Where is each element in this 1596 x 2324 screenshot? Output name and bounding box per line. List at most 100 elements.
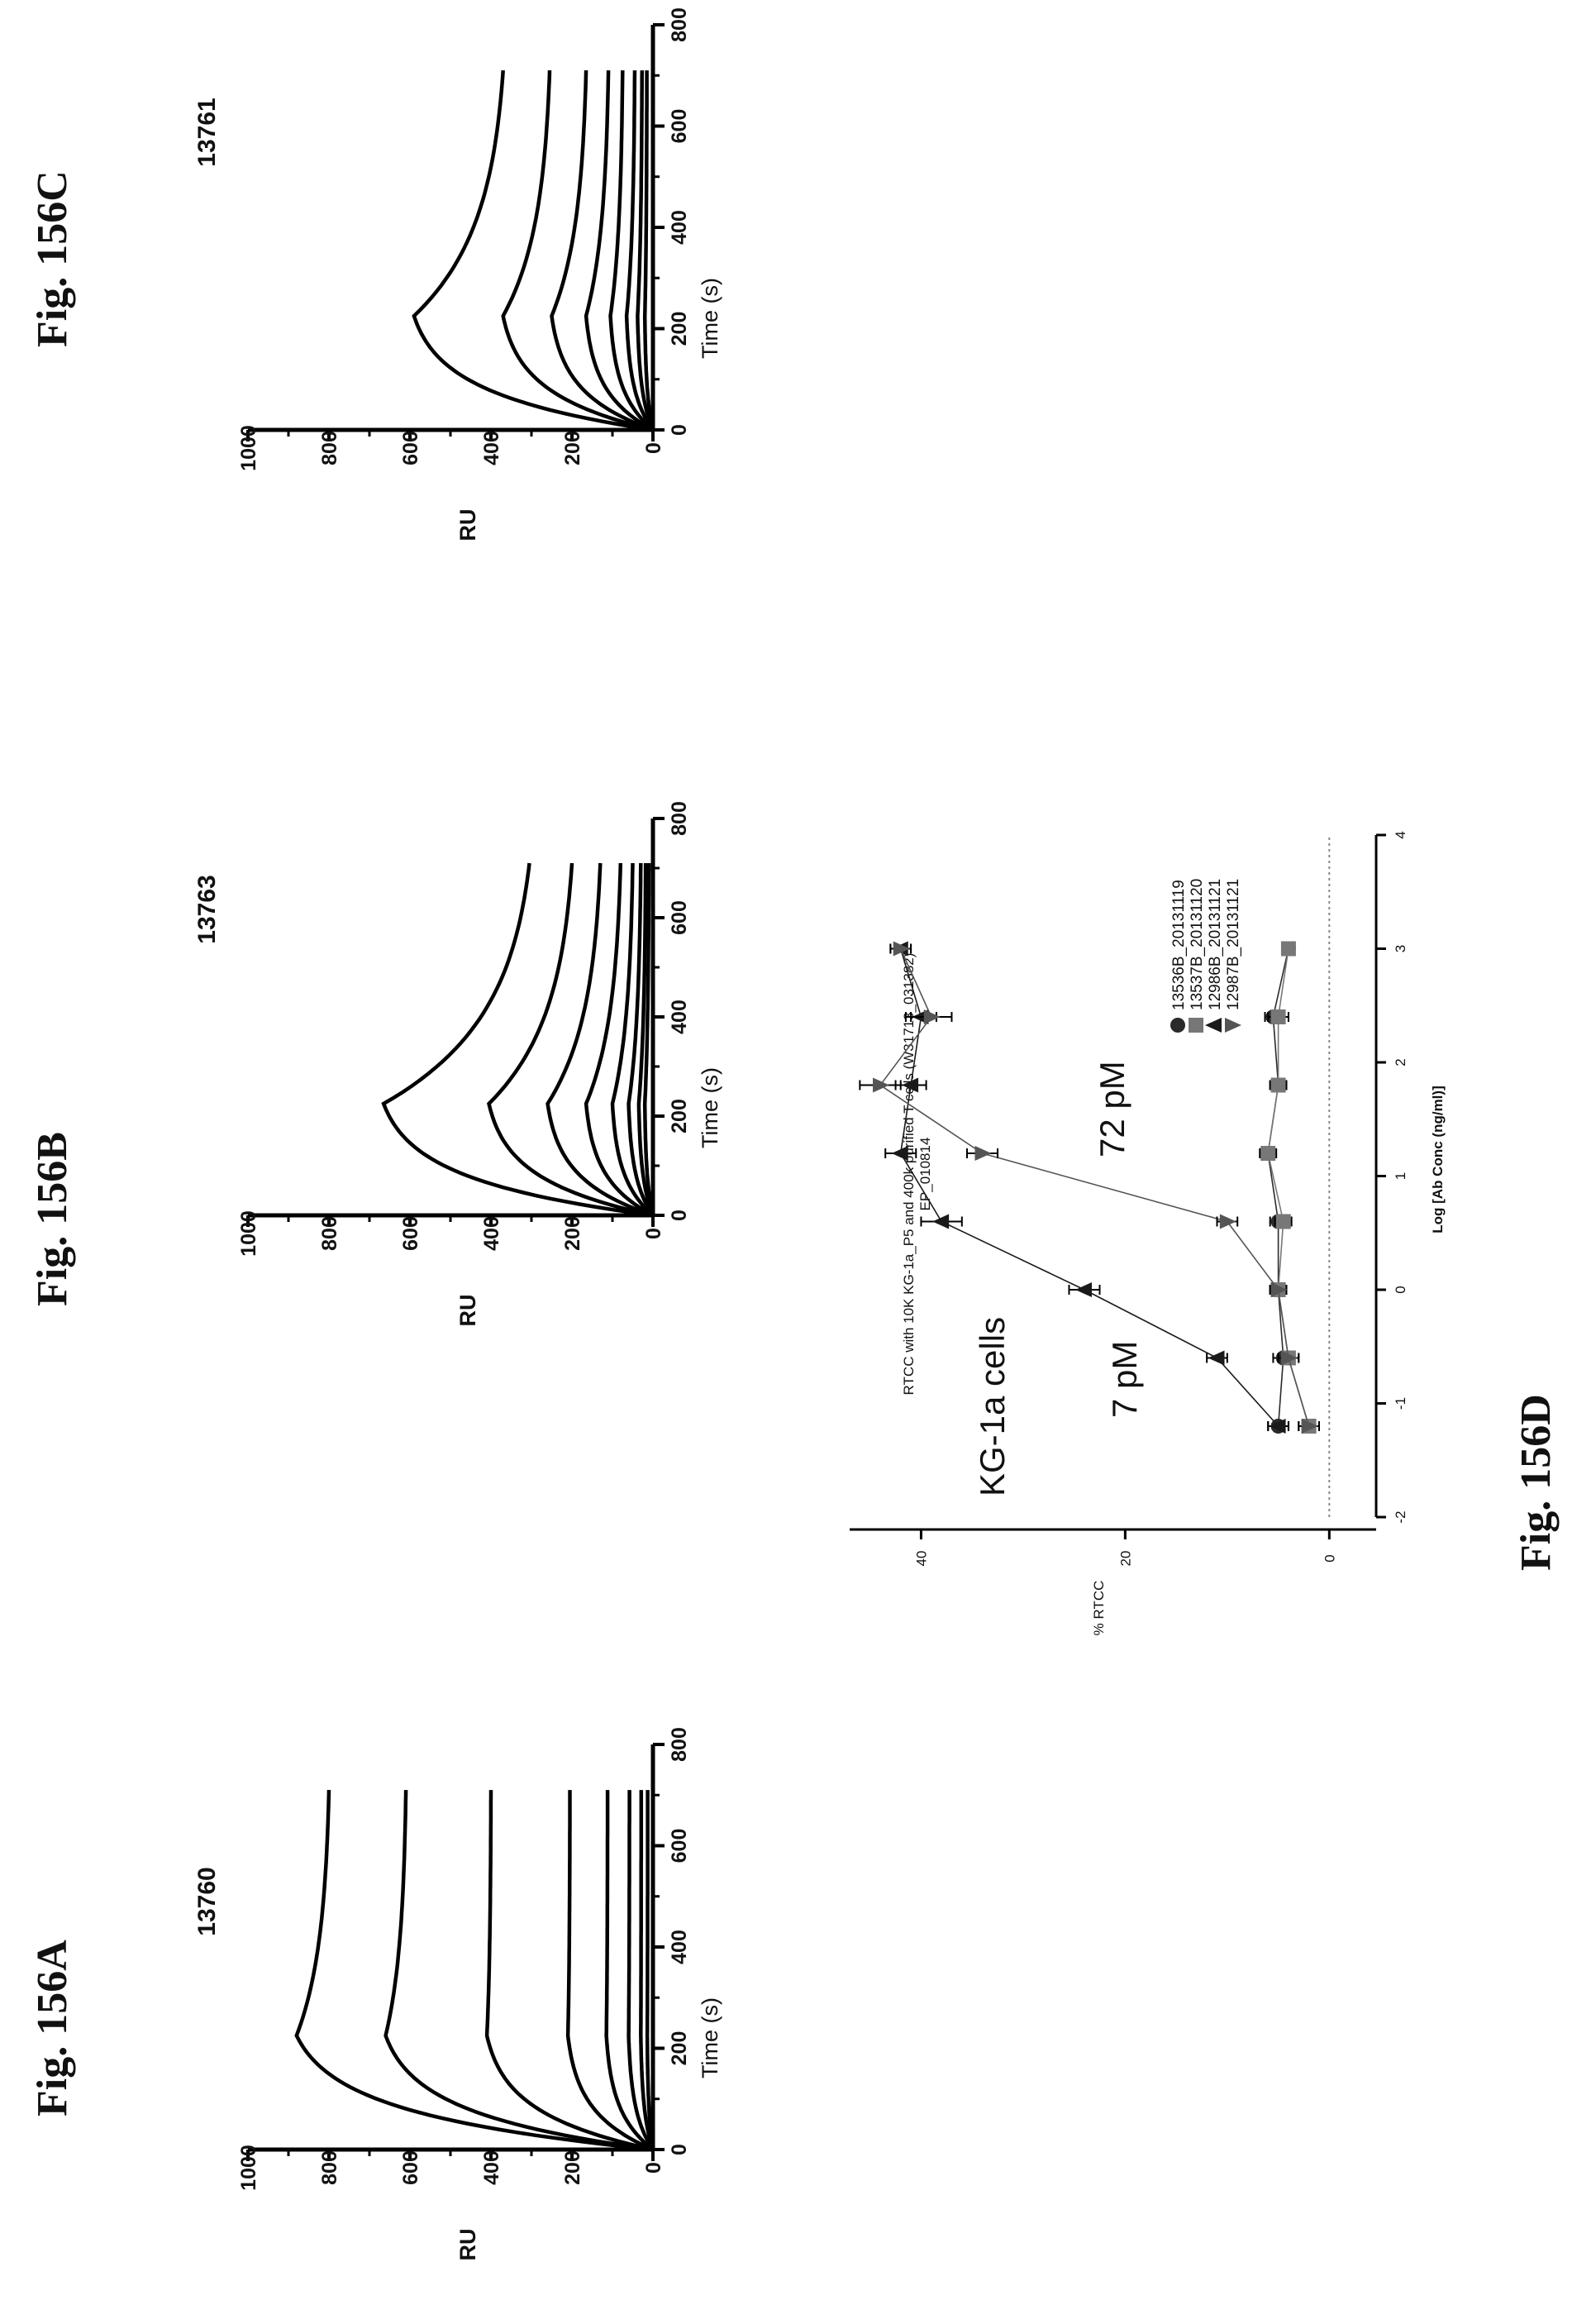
- sensorgram-curve-7: [636, 862, 655, 1216]
- data-point: [902, 1077, 919, 1093]
- chart-subtitle: EP_010814: [917, 1138, 933, 1211]
- sensorgram-curve-3: [545, 862, 654, 1218]
- sensorgram-curve-6: [626, 1790, 655, 2151]
- data-point: [1280, 1350, 1298, 1366]
- rtcc-tick-label: 0: [1322, 1554, 1337, 1562]
- time-tick-label: 400: [668, 1000, 691, 1034]
- data-point: [1260, 1146, 1276, 1161]
- sensorgram-curve-1: [381, 862, 654, 1218]
- ru-tick-label: 800: [318, 1216, 341, 1251]
- data-point: [974, 1146, 992, 1161]
- legend-label: 12987B_20131121: [1225, 879, 1242, 1010]
- conc-tick-label: 1: [1393, 1172, 1408, 1180]
- ru-tick-label: 0: [642, 442, 665, 454]
- annotation-kg1a-cells: KG-1a cells: [973, 1317, 1012, 1496]
- legend-marker: [1205, 1018, 1222, 1033]
- panel-title: 13763: [193, 875, 221, 943]
- panel-title: 13760: [193, 1867, 221, 1935]
- ru-tick-label: 600: [399, 1216, 422, 1251]
- data-point: [873, 1077, 890, 1093]
- sensorgram-curve-4: [584, 70, 655, 432]
- sensorgram-curve-2: [486, 862, 654, 1218]
- conc-tick-label: 2: [1393, 1058, 1408, 1066]
- conc-tick-label: -1: [1393, 1397, 1408, 1410]
- sensorgram-curve-5: [610, 862, 655, 1217]
- sensorgram-chart-13763: 0 200 400 600 800 0 200 400 600 800 1000 Time (s) RU…: [193, 801, 722, 1326]
- conc-tick-label: 4: [1393, 831, 1408, 838]
- conc-tick-label: 0: [1393, 1286, 1408, 1293]
- data-point: [893, 941, 910, 957]
- legend-label: 13537B_20131120: [1189, 879, 1206, 1010]
- conc-tick-label: 3: [1393, 945, 1408, 952]
- x-axis-title: Time (s): [698, 1067, 722, 1148]
- time-tick-label: 200: [668, 1099, 691, 1133]
- ru-tick-label: 400: [480, 1216, 503, 1251]
- sensorgram-curve-1: [294, 1790, 654, 2152]
- time-tick-label: 0: [668, 2144, 691, 2155]
- series-line: [879, 948, 1310, 1427]
- sensorgram-curve-4: [565, 1790, 654, 2152]
- series-line: [1267, 948, 1289, 1427]
- data-point: [1270, 1282, 1288, 1297]
- sensorgram-curve-5: [604, 1790, 655, 2151]
- sensorgram-curve-1: [412, 69, 654, 432]
- data-point: [1275, 1214, 1291, 1229]
- time-tick-label: 800: [668, 1727, 691, 1762]
- fig-label-d: Fig. 156D: [1513, 1394, 1560, 1571]
- legend-marker: [1225, 1018, 1241, 1033]
- series-triangle-up: [884, 941, 1289, 1434]
- data-point: [923, 1009, 941, 1024]
- sensorgram-curve-2: [501, 70, 654, 432]
- data-point: [932, 1214, 950, 1229]
- ru-tick-label: 0: [642, 1228, 665, 1239]
- legend-label: 13536B_20131119: [1170, 880, 1188, 1010]
- y-axis-title: RU: [455, 1295, 480, 1327]
- sensorgram-curve-6: [624, 70, 655, 432]
- ru-tick-label: 400: [480, 431, 503, 465]
- sensorgram-chart-13760: 0 200 400 600 800 0 200 400 600 800 1000 Time (s) RU…: [193, 1727, 722, 2260]
- time-tick-label: 600: [668, 109, 691, 144]
- x-axis-title: Log [Ab Conc (ng/ml)]: [1430, 1086, 1446, 1233]
- conc-tick-label: -2: [1393, 1510, 1408, 1523]
- sensorgram-curve-7: [636, 70, 655, 431]
- sensorgram-curve-4: [584, 862, 655, 1217]
- ru-tick-label: 800: [318, 431, 341, 465]
- data-point: [1270, 1009, 1286, 1024]
- ru-tick-label: 1000: [237, 425, 260, 471]
- legend-label: 12986B_20131121: [1207, 879, 1224, 1010]
- data-point: [1301, 1419, 1318, 1434]
- panel-title: 13761: [193, 98, 221, 166]
- y-axis-title: % RTCC: [1091, 1581, 1107, 1636]
- data-point: [1269, 1419, 1286, 1434]
- sensorgram-curve-5: [608, 70, 655, 432]
- time-tick-label: 0: [668, 424, 691, 436]
- time-tick-label: 0: [668, 1210, 691, 1221]
- data-point: [1074, 1282, 1092, 1297]
- sensorgram-chart-13761: 0 200 400 600 800 0 200 400 600 800 1000 Time (s) RU…: [193, 7, 722, 541]
- sensorgram-curve-7: [639, 1790, 655, 2150]
- sensorgram-curve-2: [384, 1790, 654, 2152]
- ru-tick-label: 1000: [237, 2145, 260, 2191]
- ru-tick-label: 0: [642, 2162, 665, 2174]
- ru-tick-label: 800: [318, 2150, 341, 2185]
- time-tick-label: 400: [668, 210, 691, 245]
- fig-label-a: Fig. 156A: [29, 1940, 76, 2116]
- time-tick-label: 600: [668, 1829, 691, 1863]
- sensorgram-curve-3: [550, 70, 654, 432]
- ru-tick-label: 200: [561, 2150, 584, 2185]
- sensorgram-curve-8: [642, 863, 655, 1216]
- sensorgram-curve-3: [484, 1790, 654, 2152]
- x-axis-title: Time (s): [698, 278, 722, 359]
- sensorgram-curve-8: [645, 1790, 655, 2150]
- ru-tick-label: 200: [561, 1216, 584, 1251]
- time-tick-label: 400: [668, 1930, 691, 1964]
- data-point: [1280, 941, 1296, 957]
- ru-tick-label: 600: [399, 2150, 422, 2185]
- data-point: [891, 1146, 908, 1161]
- chart-title: RTCC with 10K KG-1a_P5 and 400k purified…: [901, 953, 917, 1396]
- data-point: [1219, 1214, 1236, 1229]
- ru-tick-label: 200: [561, 431, 584, 465]
- sensorgram-curve-8: [642, 70, 655, 431]
- rtcc-tick-label: 20: [1117, 1551, 1133, 1567]
